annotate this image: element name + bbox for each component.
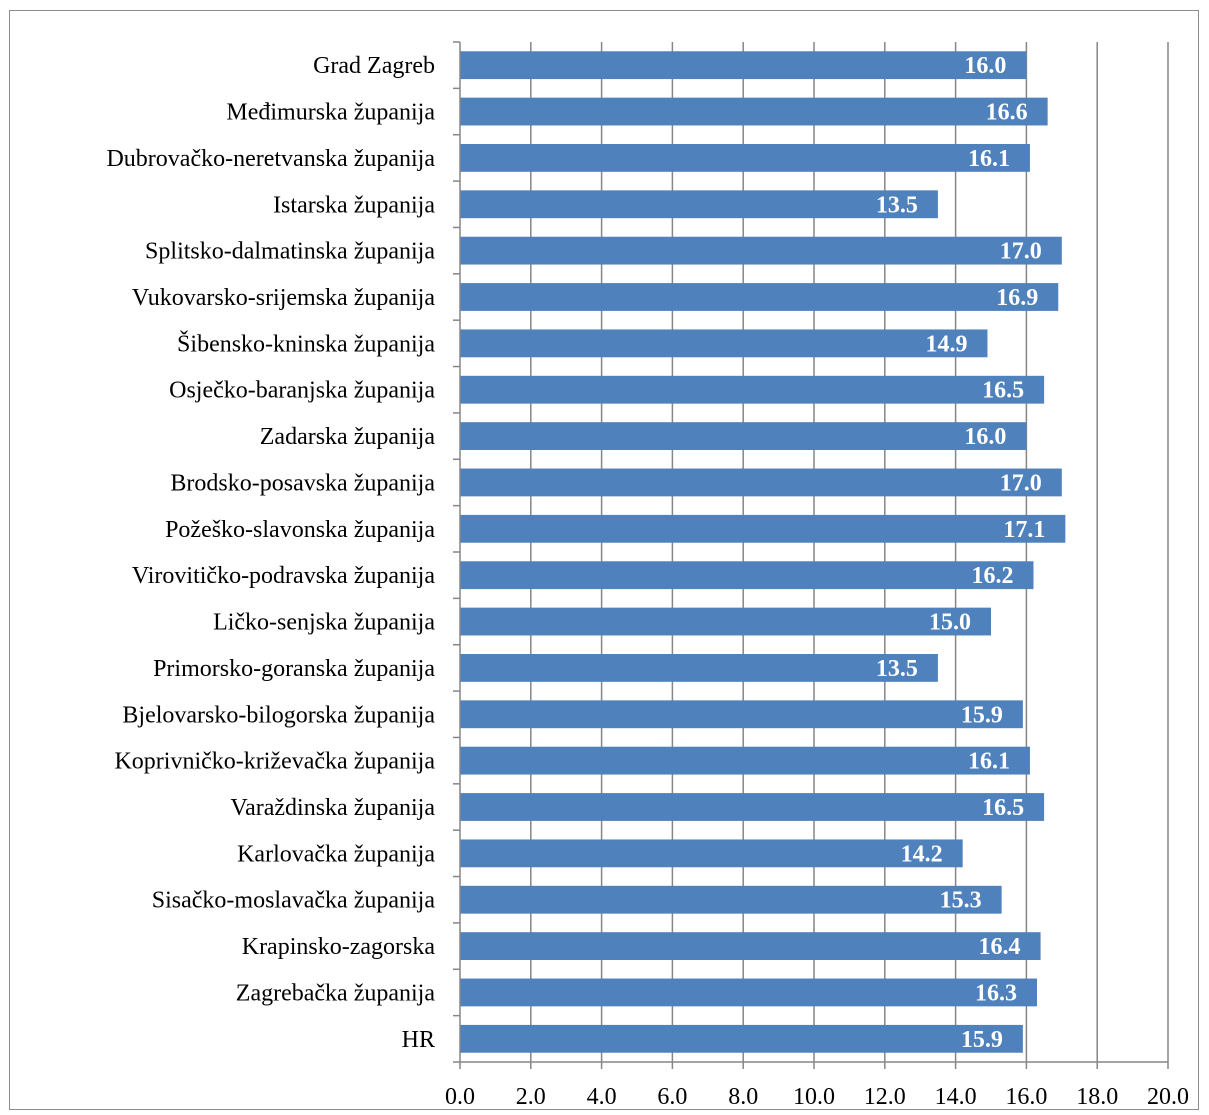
x-tick-label: 14.0: [935, 1084, 977, 1110]
data-label: 17.1: [1003, 517, 1045, 543]
bar: [460, 978, 1038, 1007]
data-label: 16.6: [986, 100, 1028, 126]
category-label: Varaždinska županija: [230, 795, 435, 821]
category-label: Karlovačka županija: [237, 841, 435, 867]
x-tick-label: 6.0: [657, 1084, 687, 1110]
data-label: 15.9: [961, 1027, 1003, 1053]
category-label: HR: [402, 1027, 435, 1053]
data-label: 16.1: [968, 146, 1010, 172]
bar: [460, 654, 938, 682]
data-label: 15.0: [929, 610, 971, 636]
bar: [460, 839, 963, 868]
data-label: 16.0: [964, 424, 1006, 450]
axes: [453, 41, 1169, 1069]
bar: [460, 607, 991, 636]
bar: [460, 283, 1059, 311]
bar: [460, 236, 1062, 265]
category-label: Ličko-senjska županija: [213, 610, 435, 636]
category-label: Vukovarsko-srijemska županija: [132, 285, 435, 311]
data-label: 17.0: [1000, 239, 1042, 265]
category-label: Zagrebačka županija: [236, 980, 436, 1006]
category-label: Primorsko-goranska županija: [153, 656, 435, 682]
data-label: 16.1: [968, 749, 1010, 775]
bar: [460, 700, 1023, 729]
category-label: Sisačko-moslavačka županija: [152, 888, 436, 914]
bar: [460, 885, 1002, 914]
category-label: Požeško-slavonska županija: [165, 517, 435, 543]
bar: [460, 97, 1048, 126]
bars: [460, 51, 1066, 1053]
bar: [460, 329, 988, 358]
category-label: Dubrovačko-neretvanska županija: [106, 146, 435, 172]
x-tick-label: 0.0: [445, 1084, 475, 1110]
category-label: Zadarska županija: [260, 424, 436, 450]
x-tick-label: 10.0: [793, 1084, 835, 1110]
x-tick-label: 12.0: [864, 1084, 906, 1110]
bar: [460, 514, 1066, 543]
data-label: 13.5: [876, 192, 918, 218]
bar: [460, 1024, 1023, 1053]
data-label: 15.3: [940, 888, 982, 914]
category-label: Brodsko-posavska županija: [170, 470, 435, 496]
data-label: 16.4: [979, 934, 1021, 960]
bar: [460, 932, 1041, 960]
category-label: Bjelovarsko-bilogorska županija: [122, 702, 435, 728]
data-label: 16.3: [975, 980, 1017, 1006]
category-label: Koprivničko-križevačka županija: [114, 749, 435, 775]
x-tick-label: 18.0: [1076, 1084, 1118, 1110]
category-label: Osječko-baranjska županija: [169, 378, 435, 404]
x-tick-label: 4.0: [587, 1084, 617, 1110]
x-tick-label: 16.0: [1005, 1084, 1047, 1110]
x-tick-label: 2.0: [516, 1084, 546, 1110]
bar: [460, 190, 938, 219]
category-label: Splitsko-dalmatinska županija: [145, 239, 435, 265]
data-label: 16.0: [964, 53, 1006, 79]
labels: 0.0 2.0 4.0 6.0 8.0 10.0 12.0 14.0 16.0 18.0 20.0 G…: [106, 53, 1189, 1110]
data-label: 13.5: [876, 656, 918, 682]
data-label: 16.9: [996, 285, 1038, 311]
x-tick-label: 20.0: [1147, 1084, 1189, 1110]
category-label: Međimurska županija: [226, 100, 435, 126]
data-label: 15.9: [961, 702, 1003, 728]
category-label: Istarska županija: [273, 192, 435, 218]
bar: [460, 422, 1027, 450]
data-label: 16.2: [971, 563, 1013, 589]
bar: [460, 375, 1045, 404]
bar: [460, 793, 1045, 821]
category-label: Krapinsko-zagorska: [242, 934, 436, 960]
x-tick-label: 8.0: [728, 1084, 758, 1110]
bar: [460, 561, 1034, 590]
data-label: 14.2: [901, 841, 943, 867]
bar: [460, 746, 1030, 775]
category-label: Šibensko-kninska županija: [177, 330, 435, 357]
category-label: Grad Zagreb: [313, 53, 435, 79]
category-label: Virovitičko-podravska županija: [132, 563, 435, 589]
data-label: 16.5: [982, 795, 1024, 821]
bar: [460, 144, 1030, 172]
data-label: 17.0: [1000, 470, 1042, 496]
bar: [460, 51, 1027, 80]
bar: [460, 468, 1062, 497]
data-label: 14.9: [925, 331, 967, 357]
data-label: 16.5: [982, 378, 1024, 404]
